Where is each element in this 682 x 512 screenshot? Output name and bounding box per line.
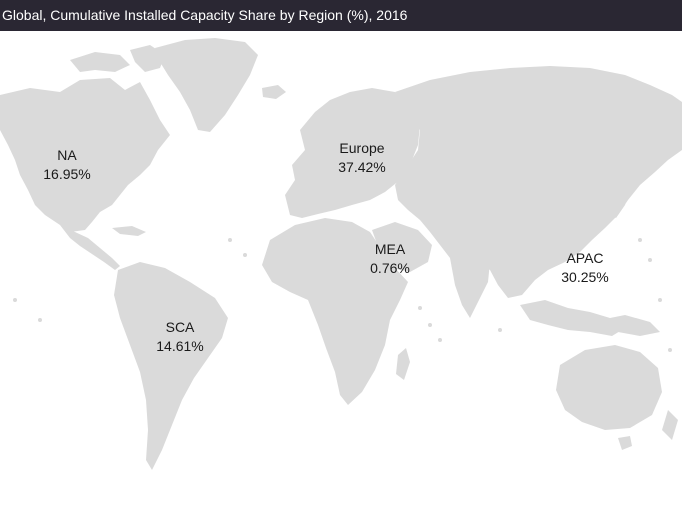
landmass-iceland (262, 85, 286, 99)
region-share-na: 16.95% (43, 166, 91, 182)
landmass-japan (608, 180, 630, 218)
landmass-tasmania (618, 436, 632, 450)
region-name-europe: Europe (339, 140, 385, 156)
region-label-sca: SCA 14.61% (156, 318, 203, 356)
region-share-mea: 0.76% (370, 260, 410, 276)
landmass-southeast-asia (520, 300, 625, 336)
map-title: Global, Cumulative Installed Capacity Sh… (0, 0, 682, 31)
landmass-europe (285, 88, 420, 218)
landmass-arctic-islands (70, 52, 130, 72)
region-name-mea: MEA (374, 241, 406, 257)
landmass-new-zealand (662, 410, 678, 440)
region-share-apac: 30.25% (561, 269, 609, 285)
landmass-greenland (155, 38, 258, 132)
landmass-africa (262, 218, 408, 405)
region-label-apac: APAC 30.25% (561, 249, 608, 287)
landmass-caribbean (112, 226, 146, 236)
landmass-south-america (114, 262, 228, 470)
landmass-asia (395, 66, 682, 298)
landmass-arctic-islands-2 (130, 45, 165, 72)
landmass-north-america (0, 78, 170, 232)
region-label-na: NA 16.95% (43, 146, 90, 184)
landmass-india (450, 252, 490, 318)
region-share-europe: 37.42% (338, 159, 386, 175)
world-map: NA 16.95% Europe 37.42% MEA 0.76% APAC 3… (0, 31, 682, 512)
landmass-new-guinea (600, 315, 660, 336)
landmass-madagascar (396, 348, 410, 380)
landmass-australia (556, 345, 662, 430)
region-label-europe: Europe 37.42% (338, 139, 385, 177)
island-dots (13, 238, 672, 352)
region-share-sca: 14.61% (156, 338, 204, 354)
landmass-central-america (60, 225, 120, 270)
region-name-apac: APAC (566, 250, 604, 266)
world-map-svg (0, 38, 682, 470)
region-name-na: NA (57, 147, 77, 163)
region-name-sca: SCA (165, 319, 195, 335)
region-label-mea: MEA 0.76% (370, 240, 410, 278)
